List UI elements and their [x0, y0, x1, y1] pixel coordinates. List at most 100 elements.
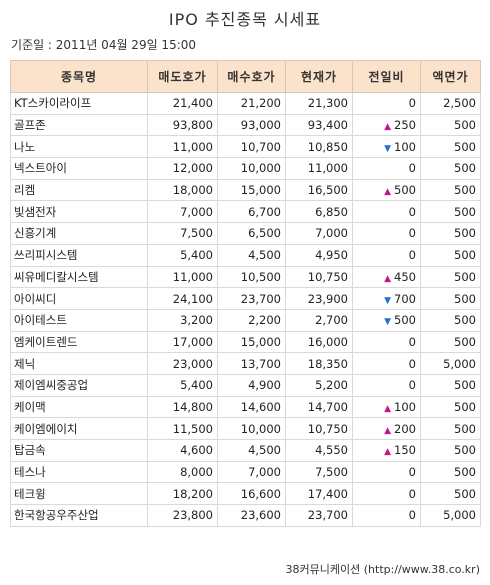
table-row: 넥스트아이 12,000 10,000 11,000 0 500: [10, 157, 481, 180]
stock-name-cell: 엠케이트렌드: [10, 330, 148, 354]
ask-price-cell: 18,000: [147, 178, 218, 202]
change-cell: ▼ 100: [352, 135, 421, 159]
ask-price-cell: 3,200: [147, 308, 218, 332]
ask-price-cell: 23,800: [147, 504, 218, 527]
change-cell: 0: [352, 460, 421, 484]
current-price-cell: 4,950: [285, 243, 353, 267]
current-price-cell: 18,350: [285, 352, 353, 375]
ask-price-cell: 93,800: [147, 113, 218, 137]
change-value: 0: [408, 226, 416, 241]
table-row: 엠케이트렌드 17,000 15,000 16,000 0 500: [10, 330, 481, 354]
change-cell: ▼ 700: [352, 287, 421, 310]
ask-price-cell: 7,000: [147, 200, 218, 224]
current-price-cell: 10,750: [285, 265, 353, 289]
triangle-up-icon: ▲: [384, 447, 392, 458]
face-value-cell: 500: [420, 157, 481, 180]
face-value-cell: 500: [420, 113, 481, 137]
bid-price-cell: 23,700: [217, 287, 286, 310]
stock-name-cell: 한국항공우주산업: [10, 504, 148, 527]
current-price-cell: 10,750: [285, 417, 353, 440]
table-row: 케이맥 14,800 14,600 14,700 ▲ 100 500: [10, 395, 481, 419]
change-cell: ▲ 150: [352, 439, 421, 462]
table-row: 제이엠씨중공업 5,400 4,900 5,200 0 500: [10, 373, 481, 397]
current-price-cell: 14,700: [285, 395, 353, 419]
change-value: 700: [394, 291, 416, 306]
current-price-cell: 23,700: [285, 504, 353, 527]
stock-name-cell: 넥스트아이: [10, 157, 148, 180]
face-value-cell: 500: [420, 395, 481, 419]
source-footer: 38커뮤니케이션 (http://www.38.co.kr): [285, 563, 480, 576]
bid-price-cell: 4,900: [217, 373, 286, 397]
ask-price-cell: 14,800: [147, 395, 218, 419]
ask-price-cell: 11,000: [147, 135, 218, 159]
change-cell: 0: [352, 243, 421, 267]
table-body: KT스카이라이프 21,400 21,200 21,300 0 2,500 골프존 93,80…: [10, 92, 481, 527]
change-cell: 0: [352, 504, 421, 527]
stock-name-cell: 신흥기계: [10, 222, 148, 245]
current-price-cell: 5,200: [285, 373, 353, 397]
stock-name-cell: 골프존: [10, 113, 148, 137]
face-value-cell: 500: [420, 135, 481, 159]
change-cell: 0: [352, 330, 421, 354]
stock-name-cell: 제닉: [10, 352, 148, 375]
change-value: 250: [394, 118, 416, 133]
triangle-up-icon: ▲: [384, 425, 392, 436]
change-value: 0: [408, 96, 416, 111]
bid-price-cell: 21,200: [217, 92, 286, 115]
table-row: 케이엠에이치 11,500 10,000 10,750 ▲ 200 500: [10, 417, 481, 440]
ask-price-cell: 21,400: [147, 92, 218, 115]
change-value: 0: [408, 465, 416, 480]
ask-price-cell: 11,500: [147, 417, 218, 440]
stock-name-cell: 테크윙: [10, 482, 148, 506]
ask-price-cell: 12,000: [147, 157, 218, 180]
change-cell: ▲ 250: [352, 113, 421, 137]
ask-price-cell: 23,000: [147, 352, 218, 375]
table-row: 나노 11,000 10,700 10,850 ▼ 100 500: [10, 135, 481, 159]
face-value-cell: 500: [420, 330, 481, 354]
change-value: 450: [394, 269, 416, 284]
ask-price-cell: 18,200: [147, 482, 218, 506]
bid-price-cell: 6,500: [217, 222, 286, 245]
change-cell: ▲ 100: [352, 395, 421, 419]
current-price-cell: 21,300: [285, 92, 353, 115]
current-price-cell: 7,000: [285, 222, 353, 245]
stock-name-cell: 리켐: [10, 178, 148, 202]
face-value-cell: 500: [420, 439, 481, 462]
stock-name-cell: 빛샘전자: [10, 200, 148, 224]
table-row: 테크윙 18,200 16,600 17,400 0 500: [10, 482, 481, 506]
ask-price-cell: 5,400: [147, 373, 218, 397]
change-cell: 0: [352, 373, 421, 397]
face-value-cell: 2,500: [420, 92, 481, 115]
bid-price-cell: 6,700: [217, 200, 286, 224]
bid-price-cell: 4,500: [217, 243, 286, 267]
table-row: 신흥기계 7,500 6,500 7,000 0 500: [10, 222, 481, 245]
face-value-cell: 500: [420, 265, 481, 289]
column-header-bid: 매수호가: [217, 60, 286, 93]
bid-price-cell: 10,700: [217, 135, 286, 159]
change-cell: ▲ 450: [352, 265, 421, 289]
ask-price-cell: 5,400: [147, 243, 218, 267]
triangle-up-icon: ▲: [384, 273, 392, 284]
triangle-up-icon: ▲: [384, 122, 392, 133]
table-row: 탑금속 4,600 4,500 4,550 ▲ 150 500: [10, 439, 481, 462]
change-cell: 0: [352, 482, 421, 506]
bid-price-cell: 10,000: [217, 417, 286, 440]
ask-price-cell: 4,600: [147, 439, 218, 462]
change-value: 0: [408, 378, 416, 393]
triangle-down-icon: ▼: [384, 317, 392, 328]
face-value-cell: 500: [420, 178, 481, 202]
change-value: 150: [394, 443, 416, 458]
ask-price-cell: 7,500: [147, 222, 218, 245]
current-price-cell: 2,700: [285, 308, 353, 332]
table-row: 리켐 18,000 15,000 16,500 ▲ 500 500: [10, 178, 481, 202]
stock-name-cell: 케이맥: [10, 395, 148, 419]
face-value-cell: 500: [420, 222, 481, 245]
face-value-cell: 5,000: [420, 352, 481, 375]
change-value: 0: [408, 161, 416, 176]
ask-price-cell: 17,000: [147, 330, 218, 354]
current-price-cell: 4,550: [285, 439, 353, 462]
table-row: 골프존 93,800 93,000 93,400 ▲ 250 500: [10, 113, 481, 137]
column-header-price: 현재가: [285, 60, 353, 93]
triangle-down-icon: ▼: [384, 295, 392, 306]
bid-price-cell: 15,000: [217, 178, 286, 202]
